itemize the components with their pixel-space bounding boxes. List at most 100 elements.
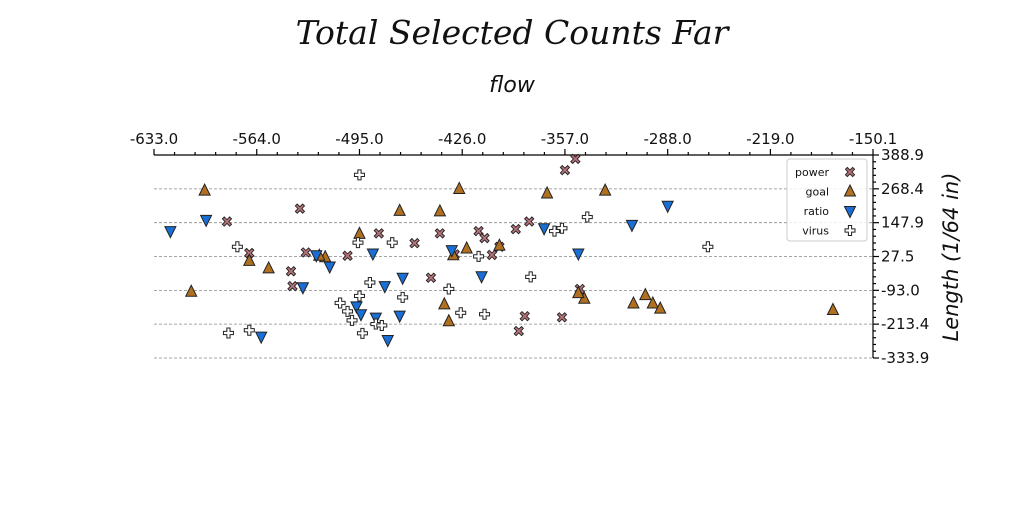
virus-point [556,222,568,234]
virus-point [243,324,255,336]
virus-point [364,276,376,288]
y-axis-label: Length (1/64 in) [939,173,963,342]
power-point [473,225,484,237]
power-point [425,272,437,283]
power-point [559,164,571,176]
axes: -633.0 -564.0 -495.0 -426.0 -357.0 -288.0 -219… [130,130,930,367]
legend-label: virus [802,225,829,238]
power-point [409,237,420,249]
virus-point [581,211,593,223]
ratio-point [378,281,392,294]
ratio-point [393,310,406,324]
chart-subtitle: flow [489,73,536,98]
ratio-point [475,271,488,284]
data-points [164,153,840,348]
virus-point [342,305,354,317]
goal-point [198,183,211,196]
goal-point [493,238,506,251]
virus-point [479,308,491,320]
goal-point [438,296,451,310]
goal-point [442,313,456,327]
ratio-point [661,200,674,214]
power-point [287,280,298,292]
x-tick-label: -495.0 [335,130,383,148]
goal-point [460,240,473,254]
ratio-point [625,219,639,233]
power-point [510,223,522,235]
virus-point [370,318,382,330]
chart-title: Total Selected Counts Far [296,13,731,52]
virus-point [231,241,243,253]
x-tick-label: -288.0 [643,130,691,148]
ratio-point [309,250,323,263]
virus-point [376,319,388,331]
power-point [300,247,312,258]
legend: power goal ratio virus [786,158,868,242]
ratio-point [381,335,395,348]
x-tick-label: -357.0 [541,130,589,148]
virus-point [222,327,234,339]
x-tick-label: -219.0 [746,130,794,148]
virus-point [346,314,358,326]
virus-point [353,169,365,181]
x-tick-label: -426.0 [438,130,486,148]
ratio-point [445,245,459,258]
goal-point [826,302,840,316]
virus-point [473,250,485,262]
legend-marker-virus [844,225,856,236]
ratio-point [350,301,363,314]
ratio-point [323,261,337,275]
virus-point [386,237,398,249]
ratio-point [354,309,368,322]
goal-point [184,284,198,297]
y-tick-label: 27.5 [881,248,914,266]
power-point [244,247,255,259]
ratio-point [396,272,409,286]
virus-point [352,237,364,249]
power-point [342,250,353,262]
goal-point [242,253,256,266]
power-point [373,228,385,239]
power-point [570,153,581,165]
power-point [523,216,535,227]
y-tick-label: 268.4 [881,180,924,198]
x-tick-label: -564.0 [233,130,281,148]
goal-point [452,181,466,194]
legend-marker-ratio [843,206,857,219]
ratio-point [537,223,551,236]
power-point [486,249,498,261]
virus-point [397,291,409,303]
goal-point [598,183,612,196]
power-point [519,310,530,322]
virus-point [353,290,365,302]
virus-point [702,241,714,253]
virus-point [549,225,561,237]
legend-box [786,158,868,242]
virus-point [443,283,455,295]
goal-point [572,285,585,299]
power-point [513,325,525,337]
goal-point [653,300,667,314]
y-tick-label: 388.9 [881,146,924,164]
legend-label: power [795,166,829,179]
y-tick-label: -213.4 [881,315,929,333]
goal-point [393,203,406,216]
goal-point [353,226,366,239]
ratio-point [572,248,585,262]
ratio-point [254,331,268,345]
grid-lines [154,154,873,359]
x-tick-label: -150.1 [849,130,897,148]
goal-point [646,295,660,309]
ratio-point [164,226,177,239]
virus-point [455,307,467,319]
ratio-point [296,282,310,295]
legend-label: ratio [804,205,830,218]
goal-point [540,185,554,199]
goal-point [433,203,447,217]
virus-point [525,271,537,283]
legend-marker-goal [843,183,857,197]
x-tick-label: -633.0 [130,130,178,148]
goal-point [262,260,275,274]
y-tick-label: 147.9 [881,214,924,232]
power-point [556,312,568,323]
